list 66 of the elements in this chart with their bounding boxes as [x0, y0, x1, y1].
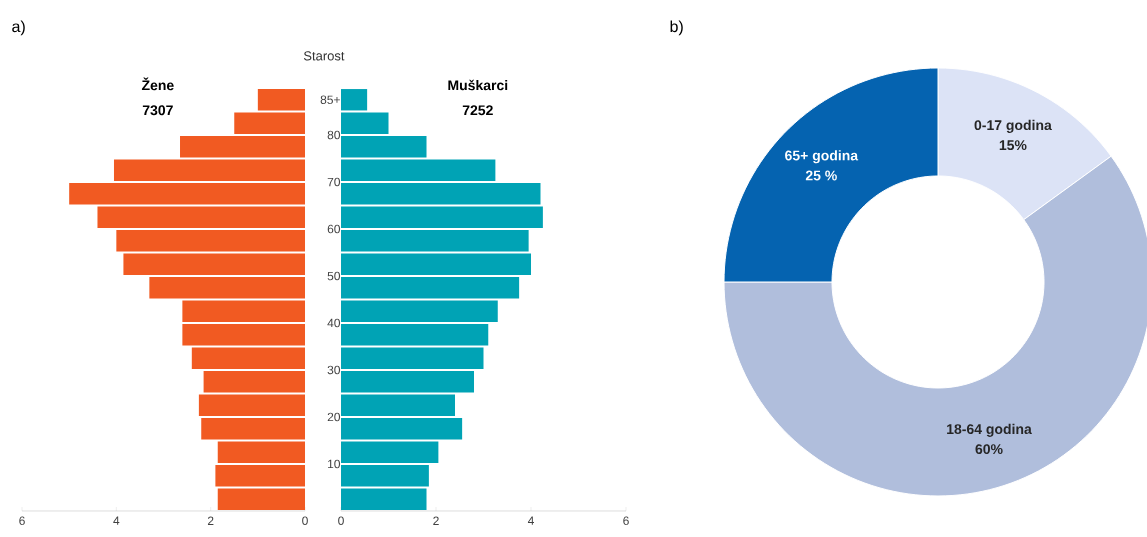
bar: [341, 418, 463, 440]
bar: [198, 394, 306, 416]
bar: [341, 324, 489, 346]
bar: [116, 230, 306, 252]
x-tick-label: 4: [527, 516, 534, 525]
slice-label: 18-64 godina: [947, 423, 1032, 437]
bar: [215, 465, 306, 487]
bar: [341, 394, 456, 416]
bar: [191, 347, 306, 369]
chart-title: a): [12, 20, 25, 36]
chart-title: b): [670, 20, 683, 36]
x-tick-label: 2: [207, 516, 214, 525]
bar: [341, 159, 496, 181]
bar: [341, 206, 543, 228]
text: Muškarci: [448, 79, 508, 91]
y-tick-label: 70: [327, 177, 341, 187]
x-tick-label: 6: [19, 516, 25, 526]
slice-label: 0-17 godina: [974, 119, 1052, 133]
x-tick-label: 0: [302, 516, 308, 526]
bar: [341, 347, 484, 369]
annotation: 7307: [142, 105, 173, 116]
x-tick-label: 4: [113, 516, 120, 525]
bar: [182, 324, 306, 346]
bar: [341, 488, 427, 510]
bar: [97, 206, 306, 228]
bar: [69, 183, 306, 205]
bar: [341, 441, 439, 463]
y-axis-title: Starost: [303, 51, 345, 61]
bar: [341, 112, 389, 134]
bar: [341, 253, 532, 275]
text: Žene: [141, 77, 174, 91]
x-tick-label: 6: [623, 516, 629, 526]
bar: [341, 371, 475, 393]
bar: [217, 441, 306, 463]
bar: [201, 418, 306, 440]
data-label: 60%: [975, 444, 1003, 455]
bar: [234, 112, 306, 134]
bar: [341, 277, 520, 299]
bar: [113, 159, 306, 181]
bar: [341, 230, 529, 252]
y-tick-label: 80: [327, 130, 341, 140]
bar: [182, 300, 306, 322]
bar: [217, 488, 306, 510]
bar: [203, 371, 306, 393]
annotation: 7252: [462, 105, 493, 116]
y-tick-label: 40: [327, 318, 341, 328]
data-label: 15%: [999, 140, 1027, 151]
x-tick-label: 0: [338, 516, 344, 526]
bar: [180, 136, 306, 158]
bar: [341, 89, 368, 111]
bar: [257, 89, 306, 111]
y-tick-label: 10: [328, 459, 341, 469]
bar: [123, 253, 306, 275]
bar: [341, 465, 429, 487]
bar: [341, 300, 498, 322]
bar: [341, 136, 427, 158]
y-tick-label: 60: [327, 224, 341, 234]
data-label: 25 %: [805, 170, 837, 181]
y-tick-label: 30: [327, 365, 341, 375]
bar: [149, 277, 306, 299]
bar: [341, 183, 541, 205]
x-tick-label: 2: [433, 516, 439, 525]
y-tick-label: 50: [327, 271, 341, 281]
y-tick-label: 85+: [320, 95, 340, 104]
y-tick-label: 20: [327, 412, 341, 422]
slice-label: 65+ godina: [785, 150, 859, 164]
